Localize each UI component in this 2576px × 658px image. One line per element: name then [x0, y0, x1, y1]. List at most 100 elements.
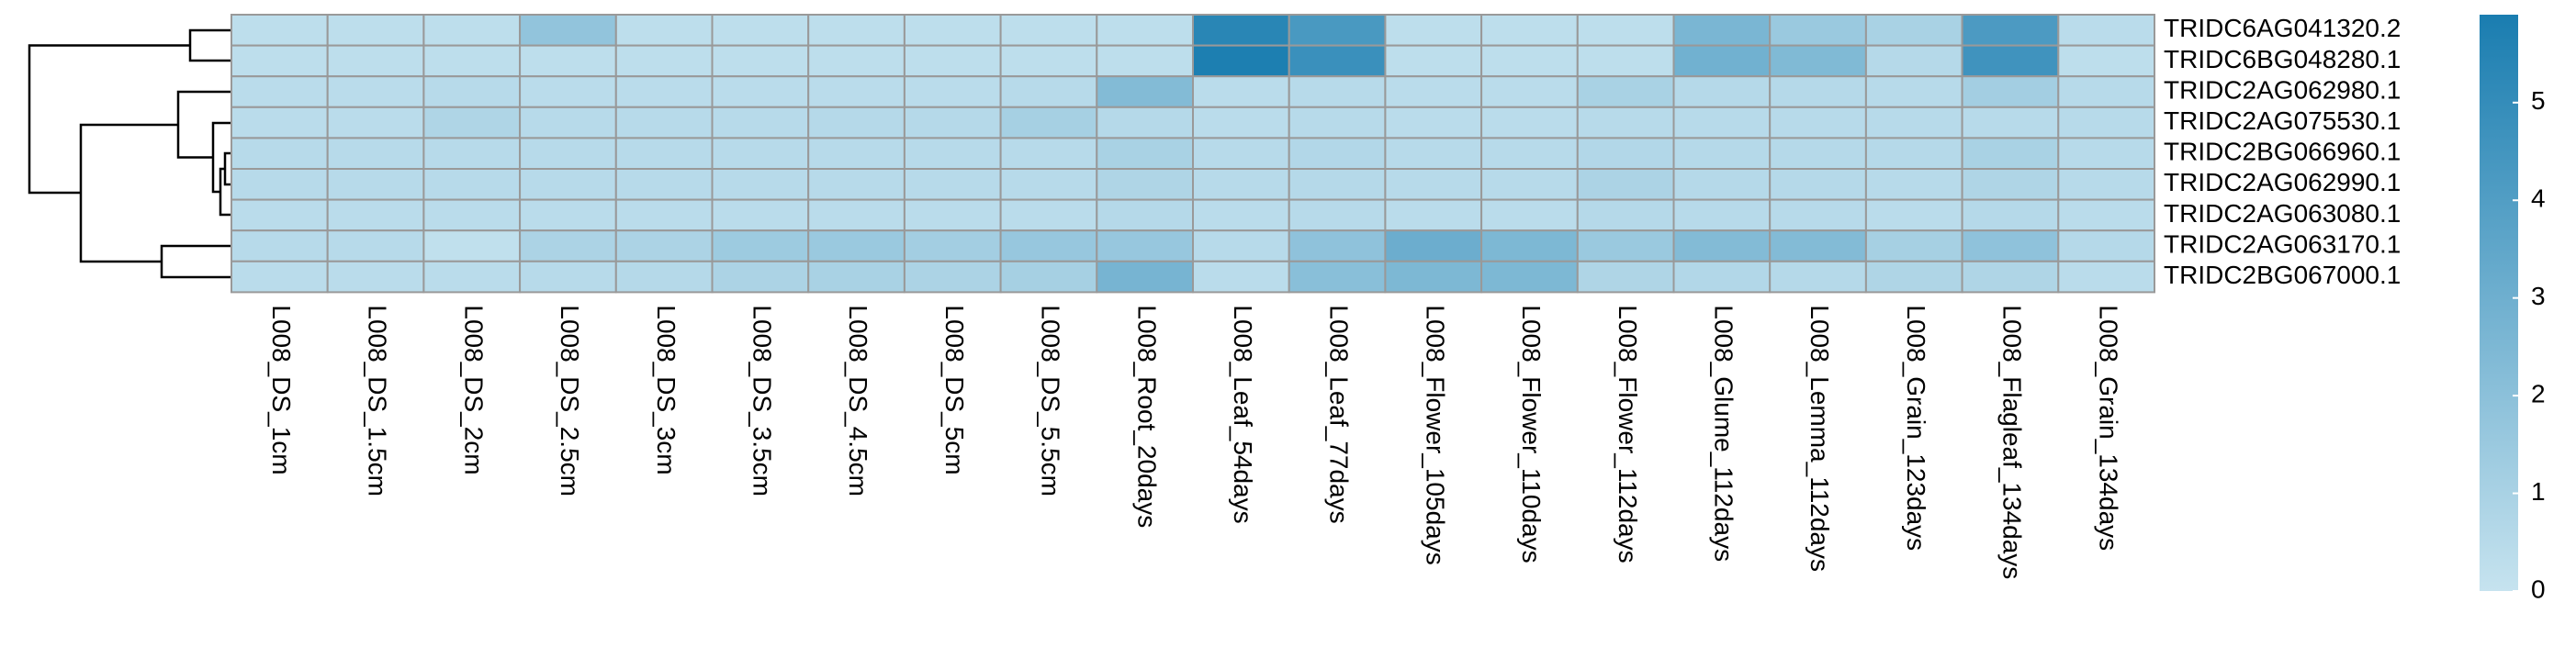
heatmap-cell — [1769, 168, 1867, 201]
heatmap-cell — [422, 198, 522, 232]
dendrogram — [28, 28, 231, 279]
heatmap-cell — [2057, 198, 2156, 232]
heatmap-cell — [519, 168, 617, 201]
heatmap-cell — [231, 260, 329, 294]
heatmap-cell — [422, 260, 522, 294]
heatmap-cell — [1096, 44, 1195, 78]
column-label: L008_DS_4.5cm — [844, 305, 872, 496]
heatmap-cell — [1288, 229, 1387, 262]
heatmap-cell — [422, 106, 522, 139]
heatmap-cell — [519, 75, 617, 108]
heatmap-cell — [1384, 198, 1483, 232]
heatmap-cell — [1480, 168, 1579, 201]
heatmap-cell — [614, 198, 714, 232]
heatmap-cell — [1096, 168, 1195, 201]
heatmap-cell — [1576, 198, 1675, 232]
heatmap-cell — [1672, 198, 1772, 232]
heatmap-cell — [1864, 106, 1963, 139]
heatmap-cell — [999, 229, 1098, 262]
heatmap-cell — [807, 260, 906, 294]
heatmap-cell — [999, 14, 1098, 47]
heatmap-cell — [711, 14, 810, 47]
heatmap-cell — [1961, 106, 2060, 139]
column-label: L008_Root_20days — [1132, 305, 1161, 528]
heatmap-cell — [999, 198, 1098, 232]
heatmap-cell — [519, 229, 617, 262]
color-bar — [2480, 15, 2518, 591]
heatmap-cell — [231, 44, 329, 78]
heatmap-cell — [1192, 75, 1290, 108]
heatmap-cell — [519, 44, 617, 78]
heatmap-cell — [1769, 106, 1867, 139]
heatmap-cell — [1480, 260, 1579, 294]
heatmap-cell — [903, 198, 1002, 232]
heatmap-cell — [614, 106, 714, 139]
heatmap-cell — [2057, 106, 2156, 139]
heatmap-cell — [1096, 229, 1195, 262]
heatmap-cell — [1961, 137, 2060, 170]
heatmap-cell — [1672, 229, 1772, 262]
color-tick-label: 5 — [2531, 86, 2546, 115]
heatmap-cell — [1864, 198, 1963, 232]
heatmap-cell — [1769, 137, 1867, 170]
heatmap-cell — [711, 198, 810, 232]
heatmap-cell — [711, 137, 810, 170]
row-label: TRIDC2AG063170.1 — [2164, 229, 2401, 258]
heatmap-cell — [422, 44, 522, 78]
column-label: L008_DS_2cm — [459, 305, 488, 474]
heatmap-cell — [999, 44, 1098, 78]
column-label: L008_DS_5cm — [940, 305, 969, 474]
heatmap-cell — [1192, 168, 1290, 201]
heatmap-cell — [1384, 137, 1483, 170]
color-tick-label: 1 — [2531, 477, 2546, 506]
heatmap-cell — [1480, 106, 1579, 139]
heatmap-cell — [614, 14, 714, 47]
heatmap-cell — [1672, 260, 1772, 294]
heatmap-cell — [326, 14, 425, 47]
heatmap-cell — [903, 14, 1002, 47]
heatmap-cell — [807, 14, 906, 47]
heatmap-cell — [1864, 14, 1963, 47]
heatmap-cell — [2057, 137, 2156, 170]
heatmap-cell — [614, 44, 714, 78]
heatmap-cell — [1480, 198, 1579, 232]
heatmap-cell — [1288, 44, 1387, 78]
heatmap-cell — [1384, 168, 1483, 201]
column-label: L008_DS_3cm — [652, 305, 681, 474]
column-label: L008_Lemma_112days — [1805, 305, 1834, 572]
heatmap-cell — [2057, 168, 2156, 201]
heatmap-cell — [422, 75, 522, 108]
column-label: L008_Glume_112days — [1709, 305, 1738, 562]
column-label: L008_Grain_123days — [1902, 305, 1930, 551]
heatmap-cell — [1769, 198, 1867, 232]
heatmap-cell — [1672, 75, 1772, 108]
heatmap-cell — [1096, 198, 1195, 232]
heatmap-cell — [2057, 44, 2156, 78]
row-label: TRIDC2AG075530.1 — [2164, 106, 2401, 135]
heatmap-cell — [1480, 44, 1579, 78]
heatmap-cell — [1288, 260, 1387, 294]
heatmap-cell — [1576, 44, 1675, 78]
heatmap-cell — [903, 229, 1002, 262]
column-label: L008_Flower_105days — [1421, 305, 1449, 564]
heatmap-cell — [614, 229, 714, 262]
heatmap-cell — [999, 260, 1098, 294]
heatmap-cell — [614, 168, 714, 201]
heatmap-cell — [1769, 229, 1867, 262]
heatmap-cell — [2057, 260, 2156, 294]
heatmap-cell — [711, 44, 810, 78]
heatmap-cell — [807, 44, 906, 78]
heatmap-cell — [999, 137, 1098, 170]
heatmap-cell — [422, 137, 522, 170]
heatmap-cell — [1769, 44, 1867, 78]
heatmap-cell — [1961, 260, 2060, 294]
heatmap-cell — [1961, 75, 2060, 108]
heatmap-cell — [1384, 106, 1483, 139]
heatmap-cell — [807, 137, 906, 170]
heatmap-cell — [1384, 14, 1483, 47]
heatmap-cell — [1288, 137, 1387, 170]
heatmap-cell — [1480, 229, 1579, 262]
heatmap-cell — [1576, 75, 1675, 108]
column-label: L008_DS_2.5cm — [556, 305, 584, 496]
